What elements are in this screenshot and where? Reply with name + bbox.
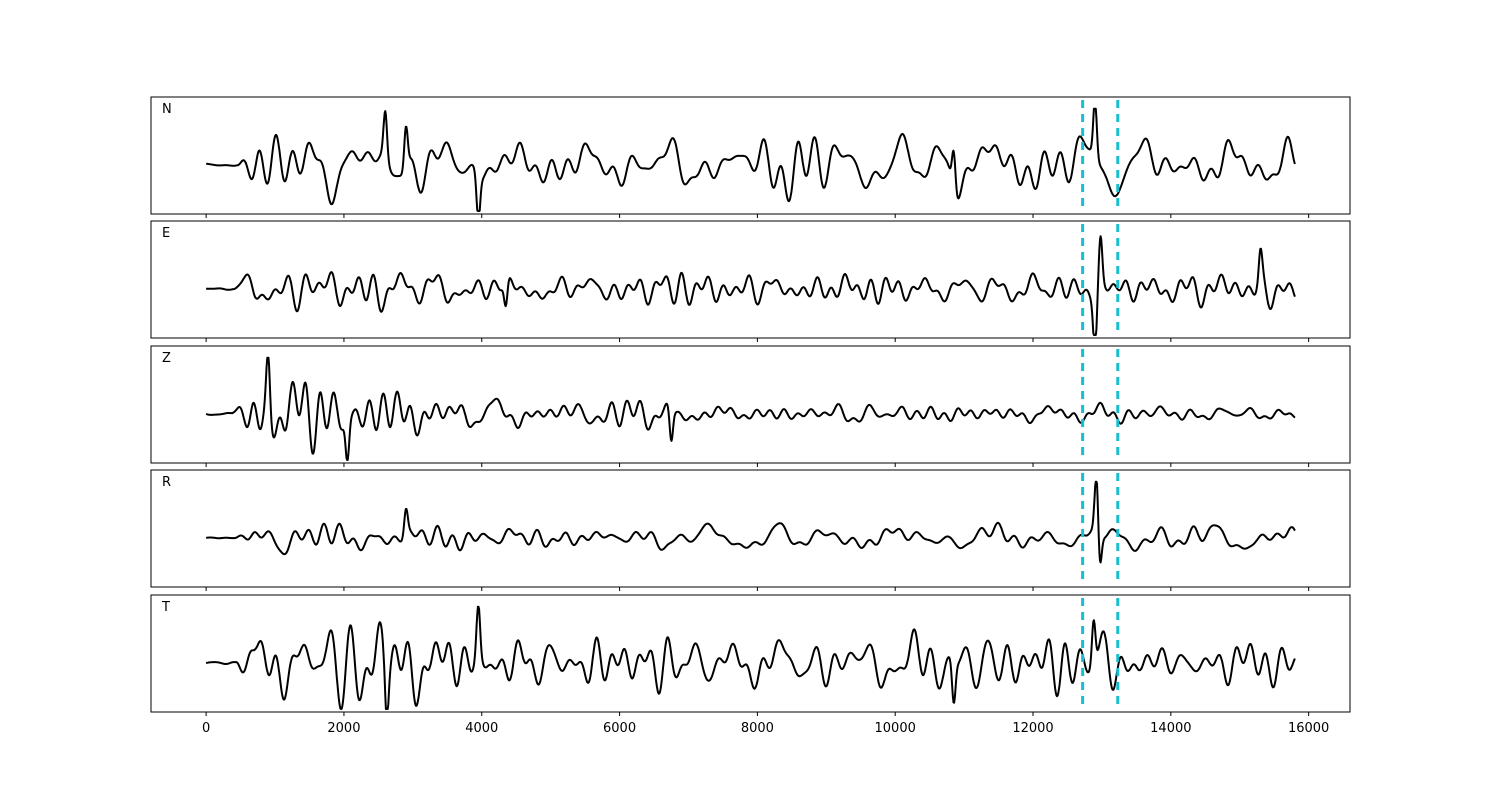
panel-n: N — [150, 96, 1351, 218]
x-tick-label: 6000 — [603, 721, 636, 736]
panel-frame-t — [150, 594, 1351, 713]
x-tick-label: 4000 — [465, 721, 498, 736]
x-tick-label: 16000 — [1288, 721, 1329, 736]
panel-frame-r — [150, 469, 1351, 588]
x-tick-label: 2000 — [327, 721, 360, 736]
trace-e — [205, 235, 1296, 336]
panel-frame-n — [150, 96, 1351, 215]
x-tick-label: 10000 — [875, 721, 916, 736]
x-axis: 0 2000 4000 6000 8000 10000 12000 14000 16000 — [202, 721, 1329, 736]
panel-frame-e — [150, 220, 1351, 339]
panel-label-r: R — [162, 475, 171, 490]
trace-r — [205, 480, 1296, 564]
panel-label-z: Z — [162, 351, 171, 366]
x-tick-label: 12000 — [1012, 721, 1053, 736]
panel-label-e: E — [162, 226, 170, 241]
panels-group: N E Z R T — [150, 96, 1351, 716]
x-tick-label: 0 — [202, 721, 210, 736]
trace-t — [205, 605, 1296, 710]
x-tick-label: 8000 — [741, 721, 774, 736]
panel-label-n: N — [162, 102, 172, 117]
panel-e: E — [150, 220, 1351, 342]
panel-r: R — [150, 469, 1351, 591]
panel-z: Z — [150, 345, 1351, 467]
panel-t: T — [150, 594, 1351, 716]
panel-frame-z — [150, 345, 1351, 464]
trace-n — [205, 107, 1296, 212]
panel-label-t: T — [161, 600, 170, 615]
x-tick-label: 14000 — [1150, 721, 1191, 736]
trace-z — [205, 356, 1296, 461]
